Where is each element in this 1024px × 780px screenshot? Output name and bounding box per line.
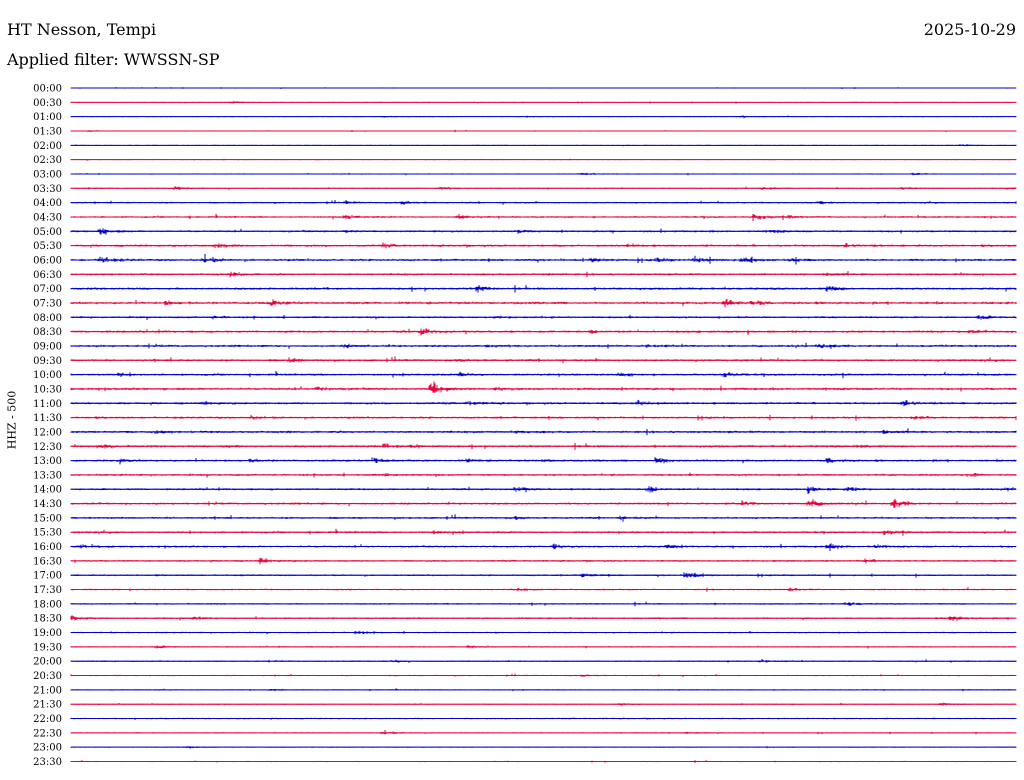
time-tick-label: 00:00 xyxy=(33,84,62,95)
time-tick-label: 09:00 xyxy=(33,341,62,352)
time-tick-label: 08:00 xyxy=(33,313,62,324)
time-tick-label: 07:30 xyxy=(33,298,62,309)
time-tick-label: 16:30 xyxy=(33,556,62,567)
time-tick-label: 12:00 xyxy=(33,427,62,438)
time-tick-label: 18:00 xyxy=(33,599,62,610)
time-tick-label: 12:30 xyxy=(33,442,62,453)
time-tick-label: 14:00 xyxy=(33,485,62,496)
time-tick-label: 13:30 xyxy=(33,470,62,481)
filter-label: Applied filter: WWSSN-SP xyxy=(7,50,220,69)
time-tick-label: 11:30 xyxy=(33,413,62,424)
time-tick-label: 11:00 xyxy=(33,399,62,410)
time-tick-label: 22:00 xyxy=(33,714,62,725)
time-tick-label: 02:00 xyxy=(33,141,62,152)
time-tick-label: 15:30 xyxy=(33,528,62,539)
time-tick-label: 06:30 xyxy=(33,270,62,281)
time-tick-label: 05:00 xyxy=(33,227,62,238)
trace-line xyxy=(70,381,1017,393)
time-tick-label: 04:00 xyxy=(33,198,62,209)
trace-line xyxy=(70,486,1017,494)
time-tick-label: 01:00 xyxy=(33,112,62,123)
time-tick-label: 00:30 xyxy=(33,98,62,109)
time-tick-label: 03:30 xyxy=(33,184,62,195)
time-tick-label: 23:00 xyxy=(33,743,62,754)
time-tick-label: 20:00 xyxy=(33,657,62,668)
time-tick-label: 05:30 xyxy=(33,241,62,252)
time-tick-label: 16:00 xyxy=(33,542,62,553)
time-tick-label: 18:30 xyxy=(33,614,62,625)
time-tick-label: 17:30 xyxy=(33,585,62,596)
time-tick-label: 07:00 xyxy=(33,284,62,295)
time-tick-label: 02:30 xyxy=(33,155,62,166)
time-tick-label: 01:30 xyxy=(33,126,62,137)
time-tick-label: 17:00 xyxy=(33,571,62,582)
time-tick-label: 21:30 xyxy=(33,700,62,711)
station-title: HT Nesson, Tempi xyxy=(7,20,157,39)
time-tick-label: 04:30 xyxy=(33,212,62,223)
time-tick-label: 10:30 xyxy=(33,384,62,395)
trace-line xyxy=(70,730,1017,735)
time-tick-label: 09:30 xyxy=(33,356,62,367)
time-tick-label: 14:30 xyxy=(33,499,62,510)
time-tick-label: 19:30 xyxy=(33,642,62,653)
time-tick-label: 06:00 xyxy=(33,255,62,266)
time-tick-label: 21:00 xyxy=(33,685,62,696)
time-tick-label: 03:00 xyxy=(33,169,62,180)
time-tick-label: 08:30 xyxy=(33,327,62,338)
time-tick-label: 10:00 xyxy=(33,370,62,381)
time-tick-label: 15:00 xyxy=(33,513,62,524)
time-tick-label: 23:30 xyxy=(33,757,62,768)
time-tick-label: 20:30 xyxy=(33,671,62,682)
time-tick-label: 22:30 xyxy=(33,728,62,739)
trace-line xyxy=(70,543,1017,551)
date-label: 2025-10-29 xyxy=(923,20,1016,39)
time-tick-label: 19:00 xyxy=(33,628,62,639)
time-tick-label: 13:00 xyxy=(33,456,62,467)
trace-line xyxy=(70,254,1017,265)
